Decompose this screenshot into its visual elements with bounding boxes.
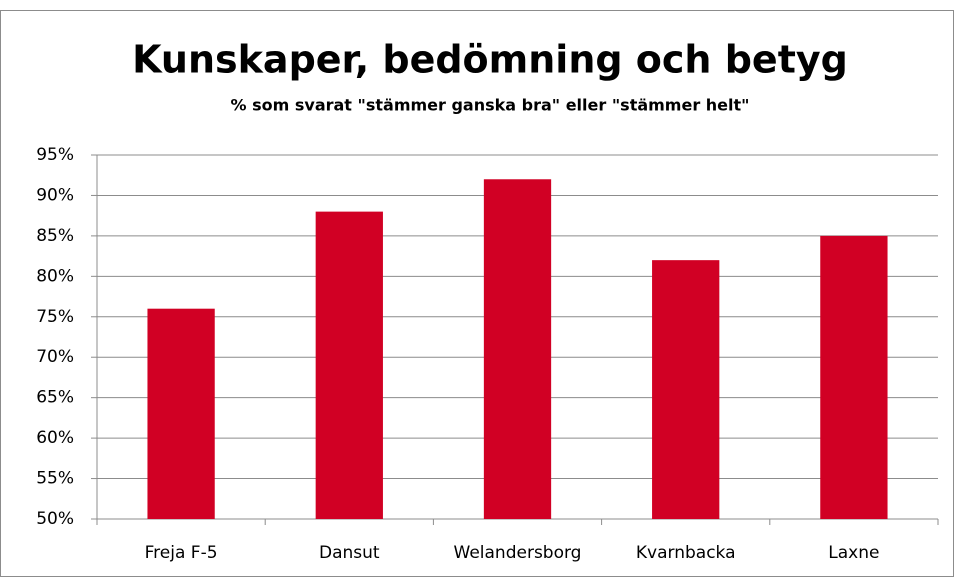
chart-title: Kunskaper, bedömning och betyg (132, 38, 848, 82)
y-tick-label: 70% (36, 347, 74, 367)
y-tick-label: 65% (36, 388, 74, 408)
y-tick-label: 60% (36, 428, 74, 448)
x-tick-label: Kvarnbacka (636, 543, 736, 563)
x-tick-label: Laxne (828, 543, 879, 563)
x-tick-label: Dansut (319, 543, 380, 563)
y-tick-label: 85% (36, 226, 74, 246)
bar (483, 179, 552, 519)
bar (315, 211, 383, 519)
y-tick-label: 75% (36, 307, 74, 327)
y-tick-label: 55% (36, 469, 74, 489)
y-tick-label: 50% (36, 509, 74, 529)
bar (652, 260, 720, 519)
bar (820, 235, 888, 519)
x-tick-label: Welandersborg (454, 543, 582, 563)
chart-subtitle: % som svarat "stämmer ganska bra" eller … (231, 96, 750, 115)
y-tick-label: 90% (36, 185, 74, 205)
y-tick-label: 80% (36, 266, 74, 286)
bar (147, 308, 215, 519)
x-tick-label: Freja F-5 (145, 543, 218, 563)
y-tick-label: 95% (36, 145, 74, 165)
